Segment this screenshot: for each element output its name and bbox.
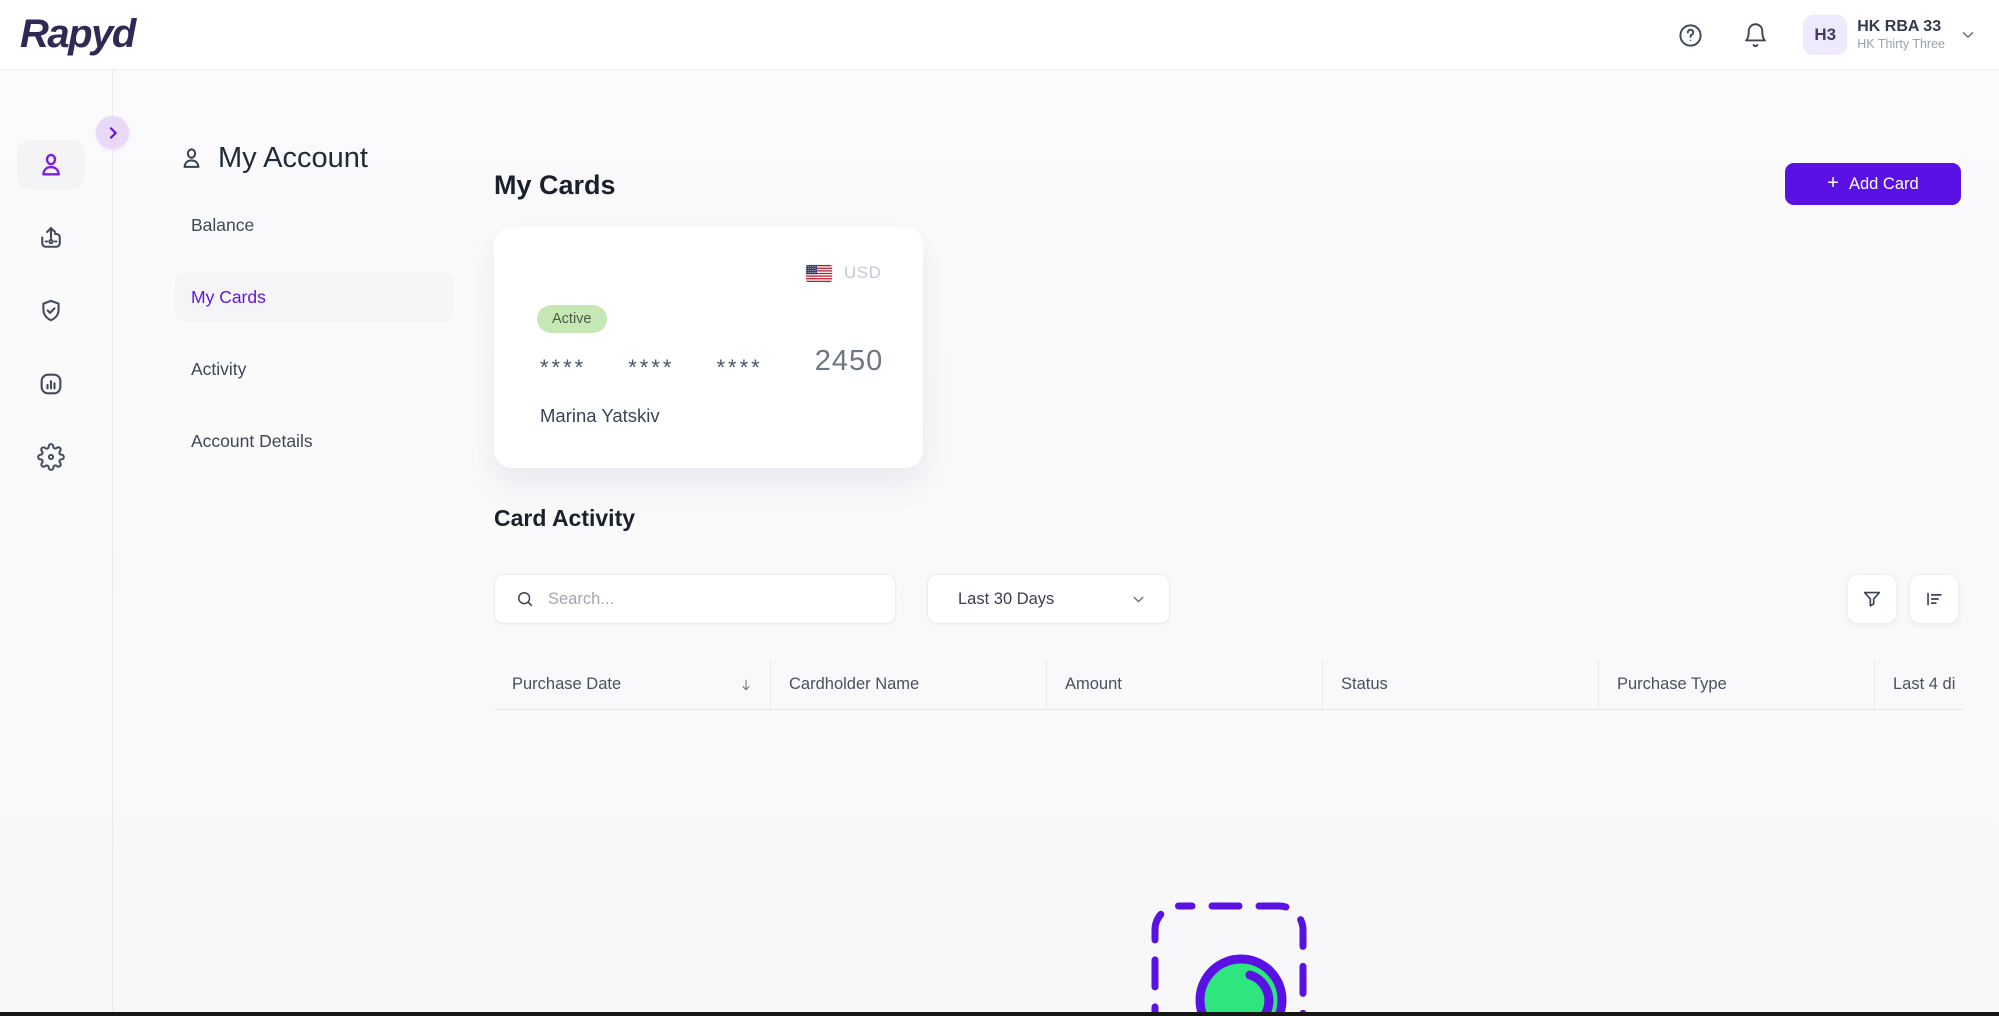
card-status-badge: Active bbox=[537, 305, 607, 333]
card-number: **** **** **** 2450 bbox=[540, 345, 884, 380]
column-status[interactable]: Status bbox=[1322, 660, 1598, 709]
main-content: My Cards + Add Card bbox=[494, 70, 1999, 1016]
rapyd-logo[interactable]: Rapyd bbox=[20, 12, 136, 56]
search-box bbox=[494, 574, 896, 624]
bar-chart-icon bbox=[37, 370, 65, 398]
card-last4: 2450 bbox=[814, 345, 884, 377]
nav-item-balance[interactable]: Balance bbox=[175, 200, 453, 250]
screen-bottom-edge bbox=[0, 1012, 1999, 1016]
page-title: My Cards bbox=[494, 170, 616, 200]
search-input[interactable] bbox=[548, 589, 875, 609]
bell-icon bbox=[1742, 22, 1769, 49]
nav-item-my-cards[interactable]: My Cards bbox=[175, 272, 453, 322]
shield-check-icon bbox=[37, 297, 65, 325]
column-purchase-date[interactable]: Purchase Date bbox=[494, 660, 770, 709]
column-purchase-type[interactable]: Purchase Type bbox=[1598, 660, 1874, 709]
chevron-down-icon bbox=[1130, 591, 1147, 608]
nav-item-account-details[interactable]: Account Details bbox=[175, 416, 453, 466]
sort-button[interactable] bbox=[1909, 574, 1959, 624]
sort-desc-arrow-icon bbox=[738, 677, 754, 693]
user-icon bbox=[36, 150, 66, 180]
card-currency-row: USD bbox=[806, 263, 881, 283]
icon-sidebar bbox=[0, 70, 113, 1016]
top-bar: Rapyd bbox=[0, 0, 1999, 70]
settings-gear-icon bbox=[37, 443, 65, 471]
column-label: Purchase Date bbox=[512, 675, 622, 693]
sidebar-item-settings[interactable] bbox=[17, 432, 85, 482]
plus-icon: + bbox=[1827, 172, 1839, 194]
column-amount[interactable]: Amount bbox=[1046, 660, 1322, 709]
payout-box-icon bbox=[37, 224, 65, 252]
masked-digits: **** bbox=[716, 354, 763, 380]
sort-list-icon bbox=[1923, 588, 1945, 610]
activity-table-header: Purchase Date Cardholder Name Amount Sta… bbox=[494, 660, 1963, 710]
add-card-button[interactable]: + Add Card bbox=[1785, 163, 1961, 205]
card-currency: USD bbox=[844, 263, 882, 282]
my-account-nav: My Account Balance My Cards Activity Acc… bbox=[113, 70, 480, 1016]
sidebar-item-verification[interactable] bbox=[17, 286, 85, 336]
filter-button[interactable] bbox=[1847, 574, 1897, 624]
help-icon bbox=[1677, 22, 1704, 49]
account-subtitle: HK Thirty Three bbox=[1857, 37, 1945, 52]
search-icon bbox=[515, 589, 535, 609]
user-icon bbox=[178, 145, 205, 172]
card-summary[interactable]: USD Active **** **** **** 2450 Marina Ya… bbox=[494, 227, 923, 468]
cardholder-name: Marina Yatskiv bbox=[540, 405, 660, 426]
masked-digits: **** bbox=[628, 354, 675, 380]
column-last4-digits[interactable]: Last 4 di bbox=[1874, 660, 1963, 709]
sidebar-item-payouts[interactable] bbox=[17, 213, 85, 263]
date-range-value: Last 30 Days bbox=[958, 589, 1055, 608]
account-menu[interactable]: H3 HK RBA 33 HK Thirty Three bbox=[1803, 15, 1977, 55]
sidebar-expand-button[interactable] bbox=[96, 116, 129, 149]
account-name: HK RBA 33 bbox=[1857, 18, 1942, 36]
chevron-right-icon bbox=[105, 125, 121, 141]
sidebar-item-my-account[interactable] bbox=[17, 140, 85, 190]
filter-funnel-icon bbox=[1861, 588, 1883, 610]
account-labels: HK RBA 33 HK Thirty Three bbox=[1857, 17, 1945, 52]
avatar: H3 bbox=[1803, 15, 1848, 55]
empty-state-illustration bbox=[1146, 897, 1316, 1016]
nav-item-activity[interactable]: Activity bbox=[175, 344, 453, 394]
us-flag-icon bbox=[806, 264, 832, 282]
card-activity-title: Card Activity bbox=[494, 505, 636, 531]
masked-digits: **** bbox=[540, 354, 587, 380]
nav-title-label: My Account bbox=[218, 142, 368, 174]
chevron-down-icon bbox=[1959, 26, 1977, 44]
top-bar-actions: H3 HK RBA 33 HK Thirty Three bbox=[1673, 0, 1977, 70]
nav-title: My Account bbox=[178, 142, 368, 175]
help-button[interactable] bbox=[1673, 18, 1708, 53]
scan-frame-icon bbox=[1151, 902, 1307, 1016]
column-cardholder-name[interactable]: Cardholder Name bbox=[770, 660, 1046, 709]
date-range-select[interactable]: Last 30 Days bbox=[927, 574, 1170, 624]
notifications-button[interactable] bbox=[1738, 18, 1773, 53]
add-card-label: Add Card bbox=[1848, 174, 1919, 193]
sidebar-item-reports[interactable] bbox=[17, 359, 85, 409]
